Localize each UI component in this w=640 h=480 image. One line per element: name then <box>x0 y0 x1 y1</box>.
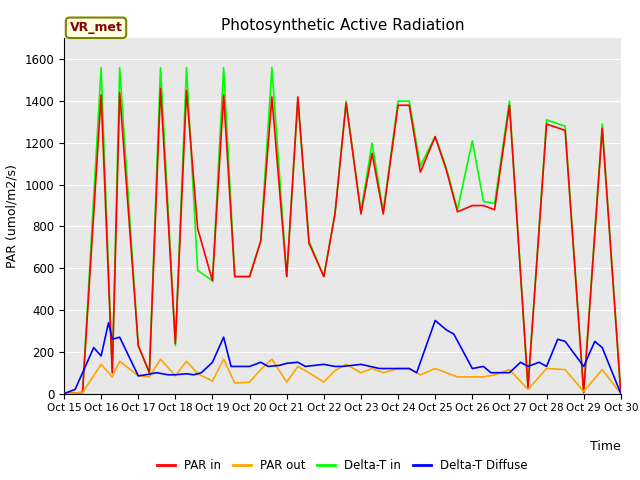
Y-axis label: PAR (umol/m2/s): PAR (umol/m2/s) <box>6 164 19 268</box>
Text: Time: Time <box>590 440 621 453</box>
Text: VR_met: VR_met <box>70 21 122 34</box>
Title: Photosynthetic Active Radiation: Photosynthetic Active Radiation <box>221 18 464 33</box>
Legend: PAR in, PAR out, Delta-T in, Delta-T Diffuse: PAR in, PAR out, Delta-T in, Delta-T Dif… <box>152 454 532 477</box>
